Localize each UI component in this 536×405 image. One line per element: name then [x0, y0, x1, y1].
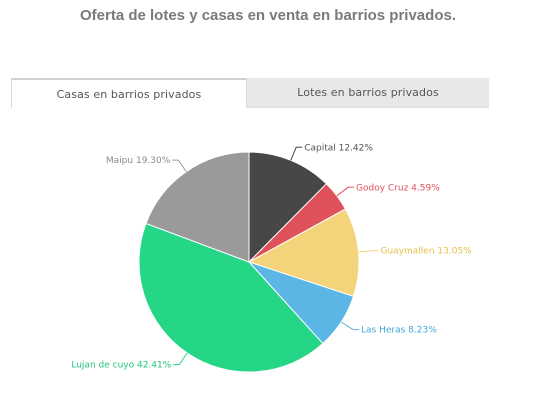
tab-casas[interactable]: Casas en barrios privados	[11, 78, 247, 108]
data-label-maipu: Maipu 19.30%	[106, 156, 171, 166]
data-label-capital: Capital 12.42%	[304, 143, 373, 153]
data-label-las-heras: Las Heras 8.23%	[361, 326, 437, 336]
leader-line-las-heras	[340, 321, 359, 331]
leader-line-lujan-de-cuyo	[173, 352, 188, 366]
leader-line-guaymallen	[358, 250, 379, 253]
chart-title: Oferta de lotes y casas en venta en barr…	[80, 7, 456, 24]
pie-slice-guaymallen[interactable]	[247, 208, 360, 298]
pie-slice-maipu[interactable]	[145, 151, 250, 263]
leader-line-maipu	[172, 159, 187, 172]
data-label-lujan-de-cuyo: Lujan de cuyo 42.41%	[71, 361, 171, 371]
tab-lotes[interactable]: Lotes en barrios privados	[247, 78, 489, 108]
leader-line-godoy-cruz	[336, 186, 354, 197]
chart-tabs: Casas en barrios privados Lotes en barri…	[11, 78, 489, 108]
data-label-godoy-cruz: Godoy Cruz 4.59%	[356, 183, 440, 193]
leader-line-capital	[290, 146, 303, 161]
data-label-guaymallen: Guaymallen 13.05%	[381, 247, 473, 257]
